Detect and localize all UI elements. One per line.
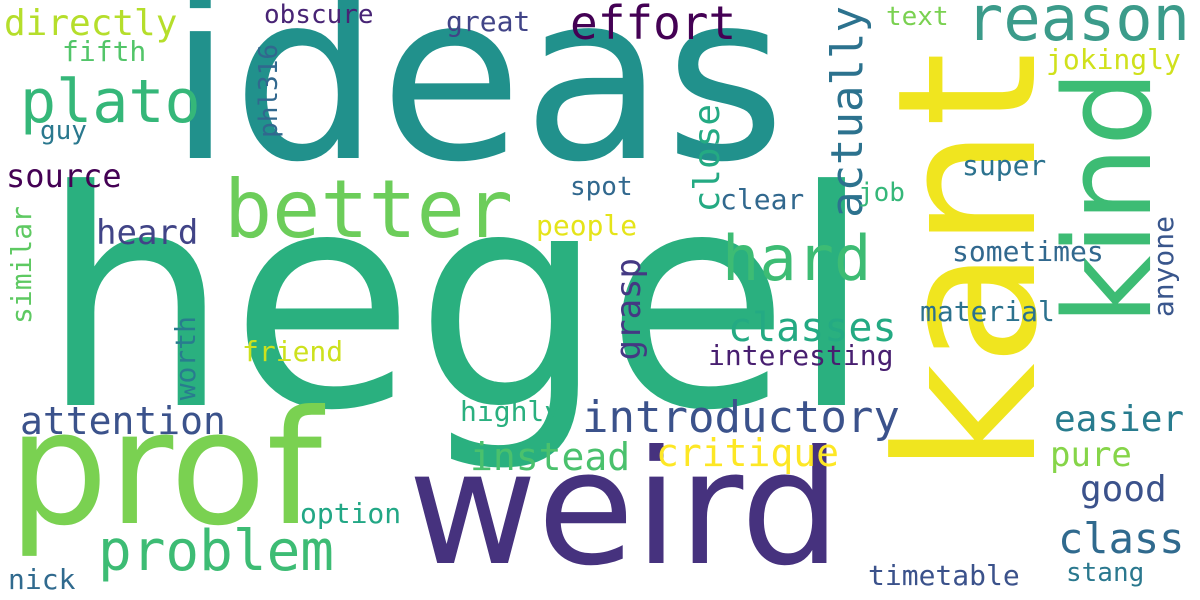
word-directly: directly xyxy=(4,3,178,44)
word-anyone: anyone xyxy=(1147,216,1180,318)
word-heard: heard xyxy=(96,213,199,253)
word-interesting: interesting xyxy=(708,339,894,372)
word-weird: weird xyxy=(408,417,841,600)
word-hard: hard xyxy=(722,222,872,295)
word-similar: similar xyxy=(5,206,38,325)
word-spot: spot xyxy=(570,172,633,202)
word-critique: critique xyxy=(656,431,840,475)
word-job: job xyxy=(858,178,905,208)
word-introductory: introductory xyxy=(582,392,900,443)
word-grasp: grasp xyxy=(609,258,649,361)
word-attention: attention xyxy=(20,399,226,443)
word-highly: highly xyxy=(460,395,562,428)
word-reason: reason xyxy=(966,0,1190,55)
word-worth: worth xyxy=(169,316,202,401)
word-good: good xyxy=(1080,469,1167,510)
word-better: better xyxy=(224,163,513,256)
word-option: option xyxy=(300,497,402,530)
word-source: source xyxy=(6,157,122,195)
word-prof: prof xyxy=(8,377,323,561)
word-easier: easier xyxy=(1054,399,1185,440)
word-pure: pure xyxy=(1050,435,1132,475)
word-material: material xyxy=(920,295,1055,328)
word-problem: problem xyxy=(98,519,335,584)
word-guy: guy xyxy=(40,116,87,146)
word-friend: friend xyxy=(242,335,344,368)
word-jokingly: jokingly xyxy=(1046,43,1181,76)
word-timetable: timetable xyxy=(868,559,1020,592)
word-classes: classes xyxy=(728,305,897,351)
word-great: great xyxy=(446,5,531,38)
word-nick: nick xyxy=(8,563,76,596)
word-fifth: fifth xyxy=(62,35,147,68)
word-clear: clear xyxy=(720,183,805,216)
word-hegel: hegel xyxy=(40,127,874,476)
word-ideas: ideas xyxy=(168,0,786,213)
word-text: text xyxy=(886,2,949,32)
word-people: people xyxy=(536,209,638,242)
word-effort: effort xyxy=(570,0,737,50)
word-obscure: obscure xyxy=(264,0,374,30)
word-plato: plato xyxy=(20,67,201,137)
word-stang: stang xyxy=(1066,558,1145,588)
word-super: super xyxy=(962,149,1047,182)
word-instead: instead xyxy=(470,435,631,479)
word-sometimes: sometimes xyxy=(952,235,1104,268)
word-phl316: phl316 xyxy=(254,44,284,138)
word-class: class xyxy=(1058,514,1185,563)
